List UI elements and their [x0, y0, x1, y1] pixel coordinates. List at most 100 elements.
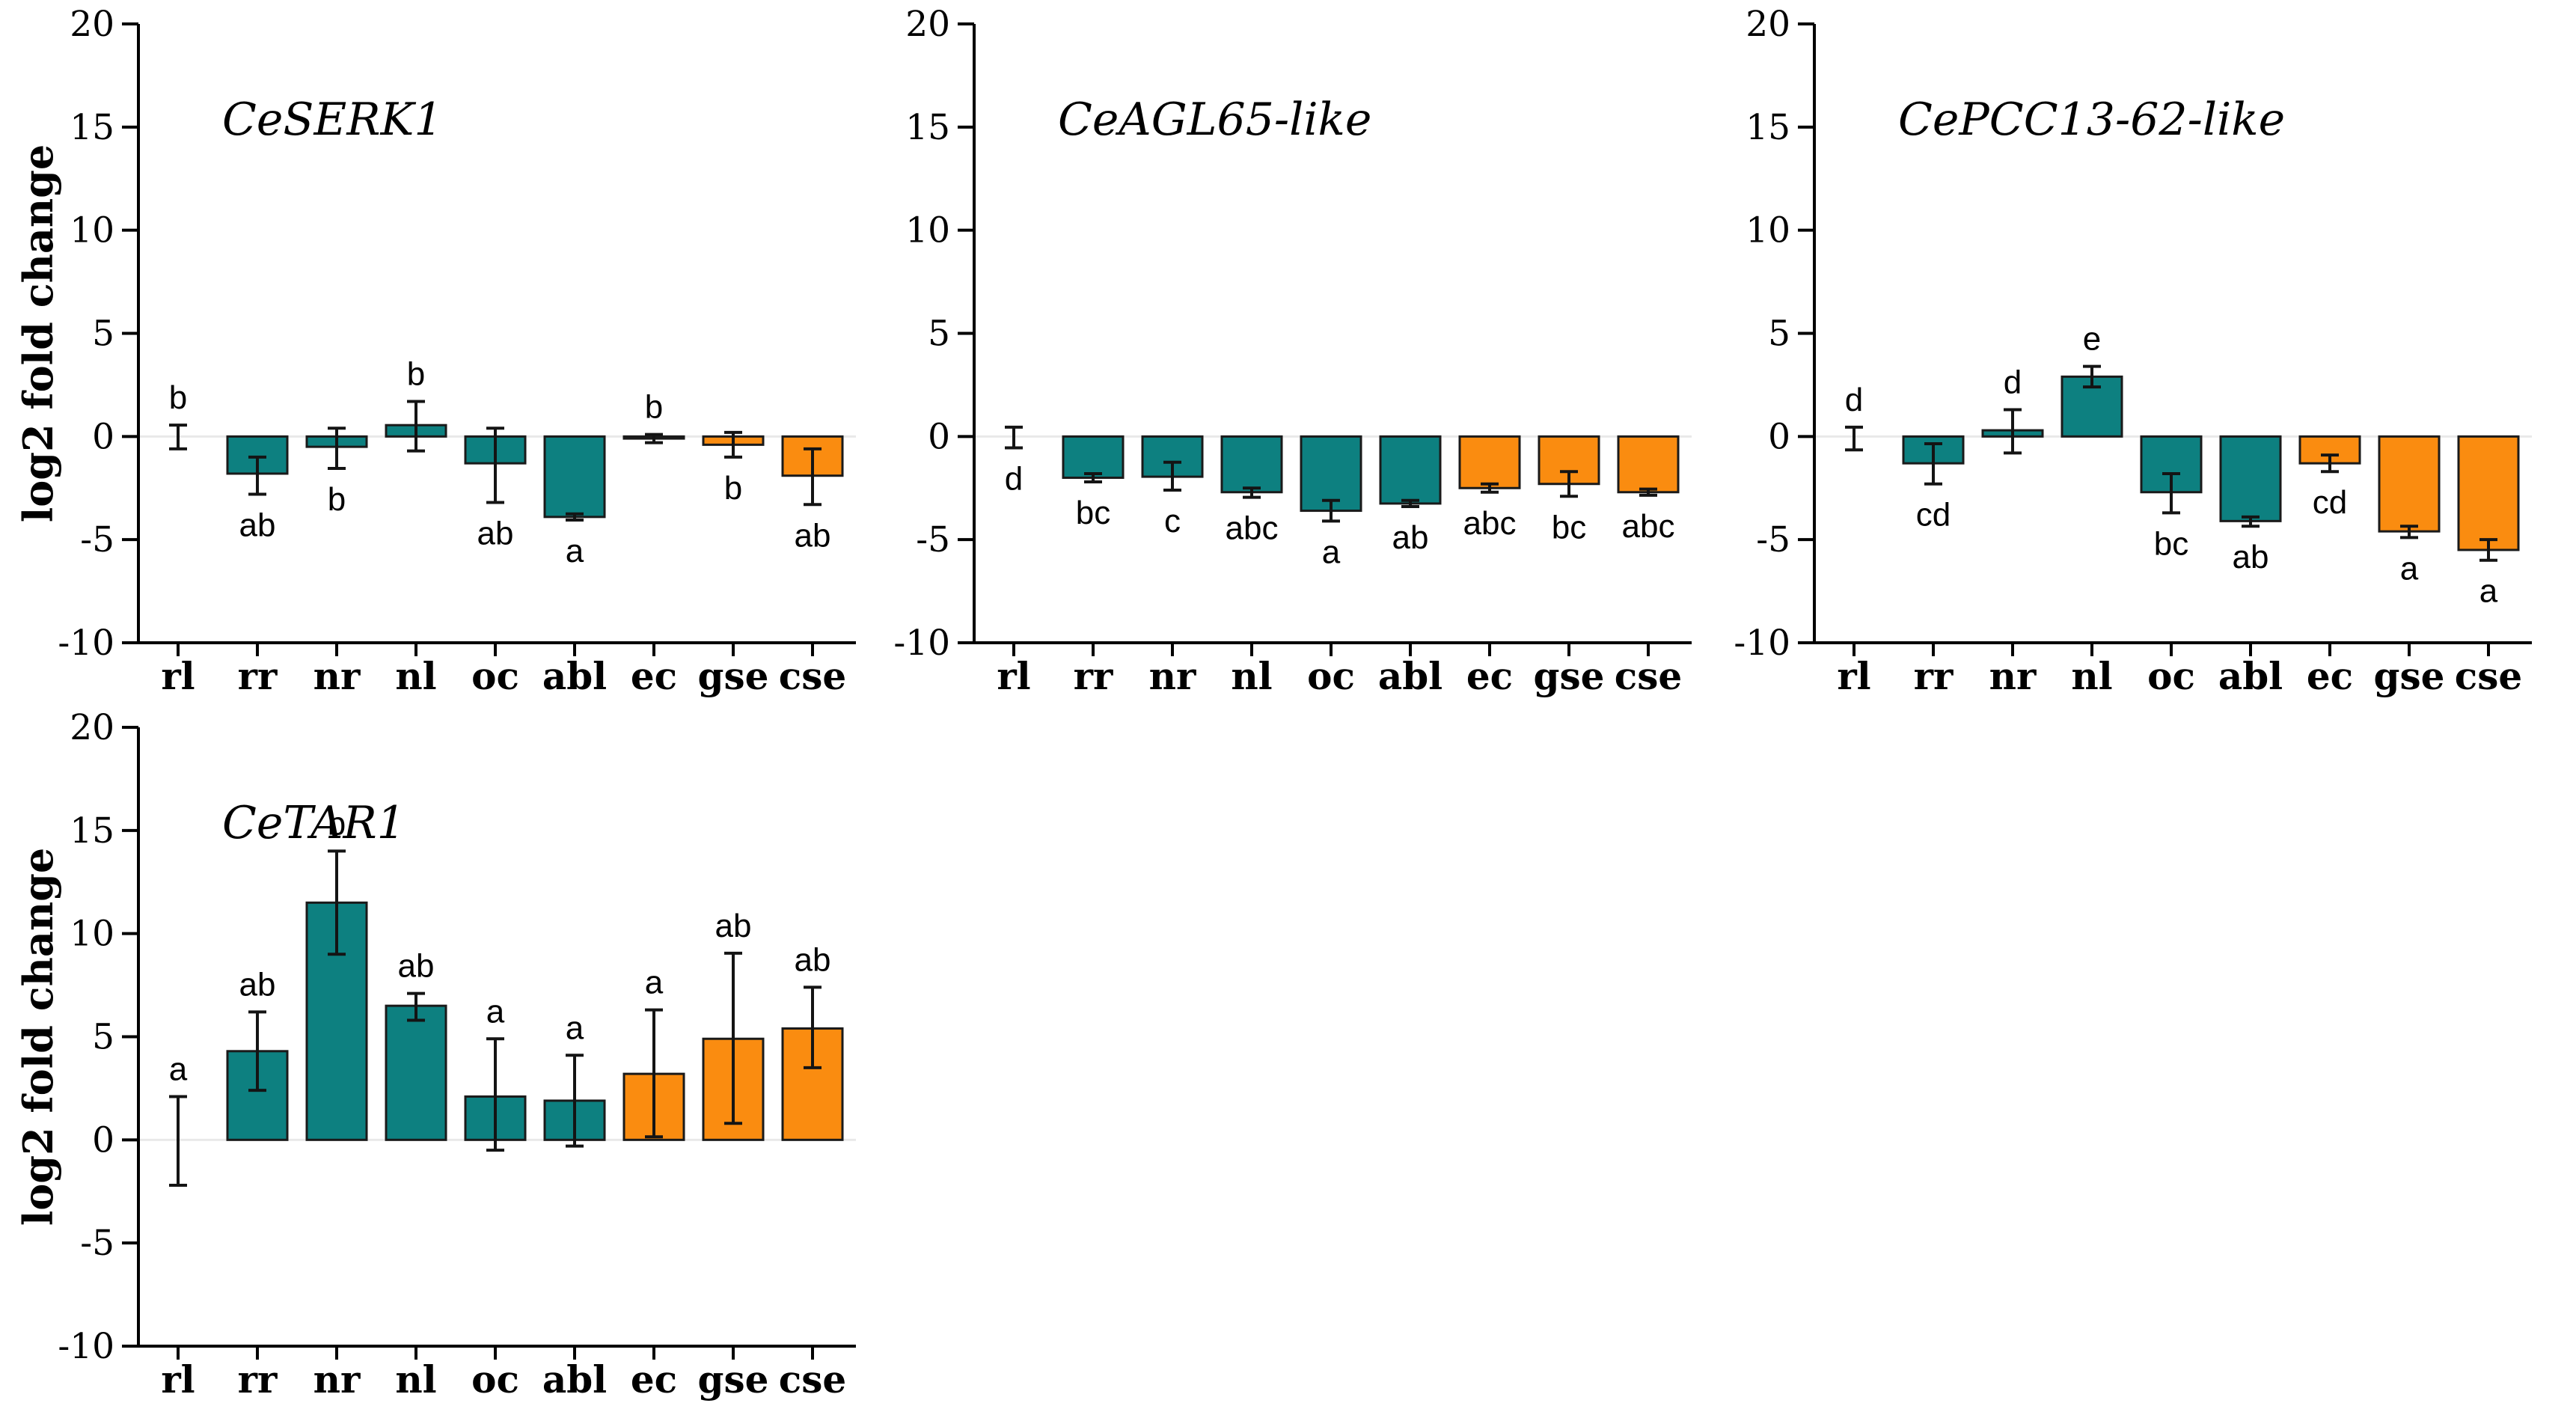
error-bar-abl — [566, 1054, 584, 1148]
error-bar-rr — [248, 455, 266, 496]
bar-nl — [385, 1004, 447, 1141]
sig-letter-ec: b — [645, 389, 663, 426]
error-bar-nl — [407, 991, 425, 1022]
error-bar-oc — [486, 427, 504, 504]
y-tick-label: 15 — [1746, 107, 1790, 148]
error-bar-gse — [2400, 525, 2418, 540]
chart-title: CeTAR1 — [222, 797, 406, 849]
x-category-label-rl: rl — [161, 1357, 195, 1402]
sig-letter-oc: a — [1322, 534, 1341, 570]
y-tick-label: 15 — [905, 107, 950, 148]
x-category-label-rl: rl — [1837, 654, 1870, 698]
y-tick-label: 0 — [928, 416, 950, 457]
sig-letter-cse: ab — [795, 941, 831, 978]
x-category-label-rr: rr — [1074, 654, 1113, 698]
error-bar-rl — [1005, 425, 1023, 450]
bar-abl — [543, 435, 606, 519]
chart-panel-1: 20 15 10 5 0 -5 -10 rl rr nr nl oc abl ec gse cse b ab b b a… — [0, 0, 859, 703]
y-tick-label: 10 — [1746, 210, 1790, 251]
y-tick-label: 10 — [70, 210, 114, 251]
x-category-label-nr: nr — [313, 654, 361, 698]
error-bar-nr — [328, 849, 346, 956]
bar-cse — [1617, 435, 1680, 494]
sig-letter-nl: b — [407, 355, 425, 392]
x-category-label-rr: rr — [238, 1357, 278, 1402]
error-bar-abl — [1401, 498, 1419, 509]
error-bar-rr — [1084, 471, 1102, 483]
x-category-label-cse: cse — [779, 1357, 846, 1402]
sig-letter-abl: a — [566, 533, 584, 569]
bar-chart-3: 20 15 10 5 0 -5 -10 rl rr nr nl oc abl ec gse cse d cd d e b… — [1734, 4, 2532, 698]
sig-letter-rr: ab — [239, 507, 276, 544]
sig-letter-rr: cd — [1916, 497, 1951, 534]
x-category-label-nl: nl — [1231, 654, 1272, 698]
x-category-label-rr: rr — [1914, 654, 1954, 698]
x-category-label-oc: oc — [471, 1357, 519, 1402]
x-category-label-nr: nr — [1989, 654, 2037, 698]
x-category-label-abl: abl — [2218, 654, 2283, 698]
chart-title: CeSERK1 — [222, 94, 443, 146]
sig-letter-cse: ab — [795, 517, 831, 554]
y-tick-label: -5 — [1756, 519, 1790, 560]
bar-abl — [2219, 435, 2282, 522]
x-category-label-abl: abl — [542, 654, 607, 698]
y-tick-label: -5 — [916, 519, 950, 560]
x-category-label-ec: ec — [2307, 654, 2353, 698]
error-bar-cse — [1639, 487, 1657, 497]
x-category-label-nr: nr — [313, 1357, 361, 1402]
sig-letter-ec: cd — [2313, 484, 2347, 521]
error-bar-nr — [1163, 460, 1181, 492]
x-category-label-ec: ec — [1466, 654, 1513, 698]
sig-letter-abl: a — [566, 1009, 584, 1046]
error-bar-gse — [1560, 470, 1578, 498]
bar-oc — [1300, 435, 1362, 513]
x-category-label-nl: nl — [395, 1357, 436, 1402]
chart-panel-3: 20 15 10 5 0 -5 -10 rl rr nr nl oc abl ec gse cse d cd d e b… — [1717, 0, 2576, 703]
y-tick-label: -5 — [80, 519, 114, 560]
y-tick-label: 5 — [1768, 314, 1790, 355]
x-category-label-gse: gse — [698, 654, 769, 698]
y-tick-label: -10 — [58, 1326, 114, 1367]
bar-nl — [1220, 435, 1283, 494]
sig-letter-nl: abc — [1226, 510, 1279, 547]
chart-title: CeAGL65-like — [1058, 94, 1371, 146]
sig-letter-nr: d — [2004, 364, 2022, 400]
sig-letter-rr: bc — [1076, 495, 1110, 531]
error-bar-nl — [1243, 486, 1261, 499]
y-tick-label: 20 — [70, 4, 114, 45]
y-tick-label: 20 — [905, 4, 950, 45]
x-category-label-cse: cse — [2455, 654, 2522, 698]
x-category-label-rl: rl — [997, 654, 1030, 698]
bar-chart-4: 20 15 10 5 0 -5 -10 rl rr nr nl oc abl ec gse cse a ab b ab… — [14, 707, 856, 1402]
y-tick-label: 20 — [70, 707, 114, 748]
y-tick-label: 15 — [70, 107, 114, 148]
sig-letter-nl: e — [2083, 321, 2101, 358]
chart-panel-2: 20 15 10 5 0 -5 -10 rl rr nr nl oc abl ec gse cse d bc c ab… — [859, 0, 1717, 703]
sig-letter-gse: a — [2400, 550, 2419, 587]
error-bar-ec — [2321, 453, 2339, 474]
sig-letter-rl: a — [169, 1051, 188, 1087]
sig-letter-rl: d — [1845, 382, 1863, 418]
y-tick-label: 0 — [92, 1119, 114, 1161]
x-category-label-gse: gse — [2374, 654, 2445, 698]
sig-letter-oc: bc — [2154, 525, 2188, 562]
error-bar-abl — [566, 512, 584, 522]
error-bar-rr — [248, 1010, 266, 1092]
sig-letter-ec: abc — [1463, 505, 1517, 542]
x-category-label-ec: ec — [631, 1357, 677, 1402]
x-category-label-gse: gse — [698, 1357, 769, 1402]
sig-letter-nl: ab — [398, 948, 435, 985]
chart-panel-4: 20 15 10 5 0 -5 -10 rl rr nr nl oc abl ec gse cse a ab b ab… — [0, 703, 859, 1406]
error-bar-gse — [724, 951, 742, 1125]
x-category-label-ec: ec — [631, 654, 677, 698]
error-bar-rl — [169, 424, 187, 450]
sig-letter-abl: ab — [2233, 539, 2269, 575]
x-category-label-nr: nr — [1149, 654, 1196, 698]
y-tick-label: 15 — [70, 810, 114, 852]
x-category-label-cse: cse — [1615, 654, 1682, 698]
x-category-label-oc: oc — [471, 654, 519, 698]
error-bar-ec — [1481, 482, 1499, 494]
x-category-label-oc: oc — [2147, 654, 2195, 698]
